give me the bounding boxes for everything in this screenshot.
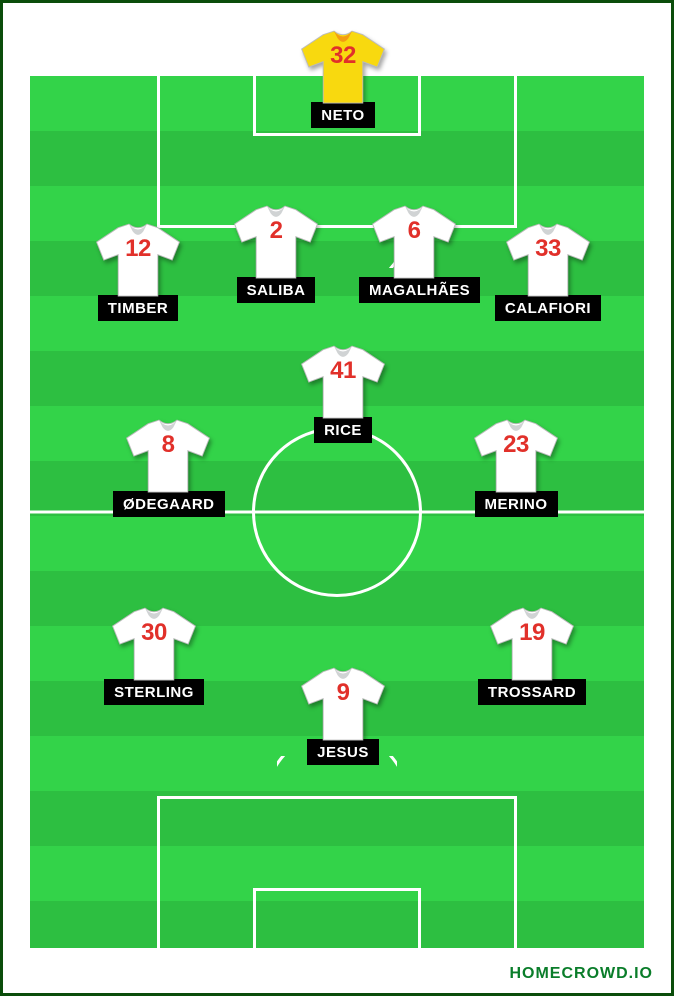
player-number: 33 (535, 235, 561, 263)
player-cdm: 41 RICE (288, 344, 398, 443)
player-number: 12 (125, 235, 151, 263)
player-lcm: 23 MERINO (461, 418, 571, 517)
player-number: 6 (408, 217, 421, 245)
player-rcb: 2 SALIBA (221, 204, 331, 303)
shirt-icon: 33 (503, 222, 593, 300)
player-number: 23 (503, 431, 529, 459)
player-cf: 9 JESUS (288, 666, 398, 765)
shirt-icon: 2 (231, 204, 321, 282)
player-lw: 19 TROSSARD (477, 606, 587, 705)
player-lcb: 6 MAGALHÃES (359, 204, 469, 303)
shirt-icon: 9 (298, 666, 388, 744)
player-number: 30 (141, 619, 167, 647)
outer-frame: 32 NETO 12 TIMBER 2 SALIBA 6 MAGALHÃES (0, 0, 674, 996)
player-gk: 32 NETO (288, 29, 398, 128)
shirt-icon: 41 (298, 344, 388, 422)
shirt-icon: 19 (487, 606, 577, 684)
player-rcm: 8 ØDEGAARD (113, 418, 223, 517)
player-number: 19 (519, 619, 545, 647)
shirt-icon: 8 (123, 418, 213, 496)
player-number: 2 (270, 217, 283, 245)
player-number: 41 (330, 357, 356, 385)
pitch: 32 NETO 12 TIMBER 2 SALIBA 6 MAGALHÃES (27, 73, 647, 951)
player-number: 32 (330, 42, 356, 70)
player-rw: 30 STERLING (99, 606, 209, 705)
shirt-icon: 30 (109, 606, 199, 684)
player-number: 9 (337, 679, 350, 707)
player-lb: 33 CALAFIORI (493, 222, 603, 321)
watermark-text: HOMECROWD.IO (509, 965, 653, 983)
player-rb: 12 TIMBER (83, 222, 193, 321)
shirt-icon: 23 (471, 418, 561, 496)
shirt-icon: 12 (93, 222, 183, 300)
player-number: 8 (162, 431, 175, 459)
shirt-icon: 32 (298, 29, 388, 107)
shirt-icon: 6 (369, 204, 459, 282)
